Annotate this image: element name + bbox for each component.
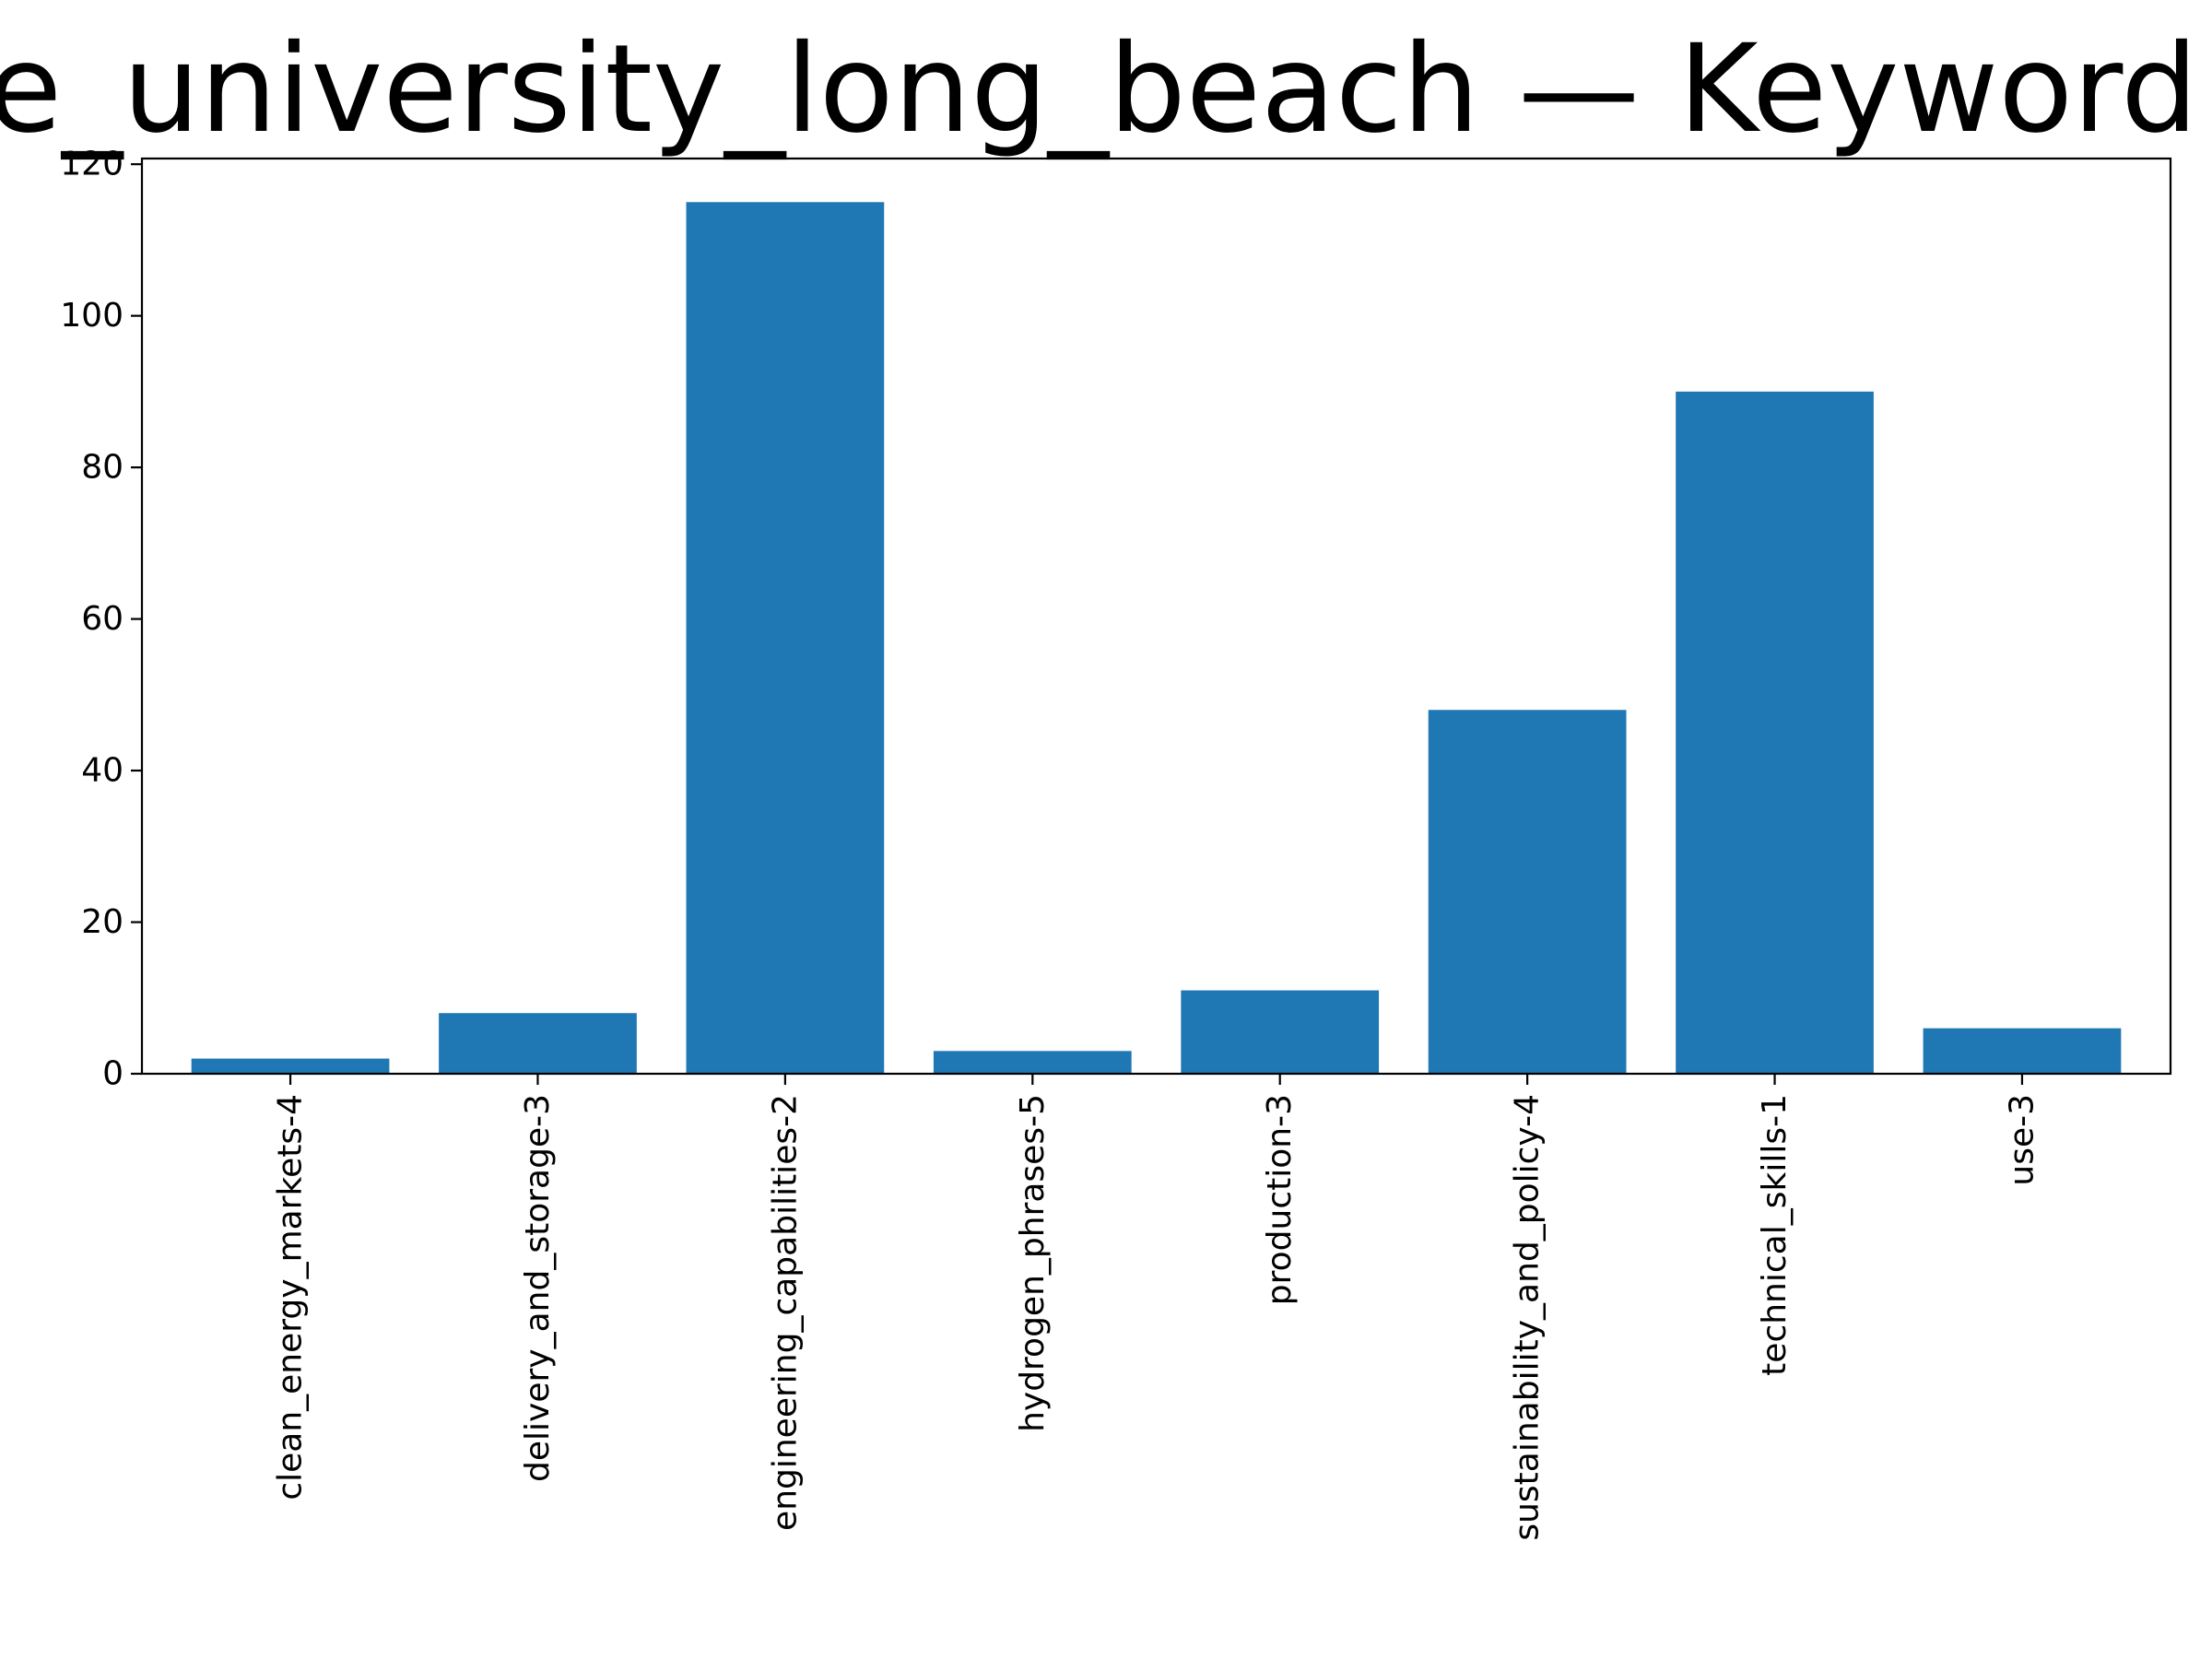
x-tick-label-engineering_capabilities-2: engineering_capabilities-2 (766, 1094, 804, 1531)
x-tick-label-technical_skills-1: technical_skills-1 (1756, 1094, 1794, 1376)
bar-clean_energy_markets-4 (191, 1058, 390, 1074)
bar-hydrogen_phrases-5 (933, 1051, 1132, 1074)
bar-use-3 (1923, 1028, 2122, 1074)
y-tick-label-60: 60 (81, 600, 124, 638)
y-tick-label-20: 20 (81, 903, 124, 941)
y-tick-label-100: 100 (60, 297, 124, 335)
plot-frame (140, 157, 2172, 1076)
bar-sustainability_and_policy-4 (1428, 710, 1627, 1074)
chart-title: e_university_long_beach — Keyword G (0, 18, 2212, 160)
y-tick-label-80: 80 (81, 449, 124, 487)
bar-delivery_and_storage-3 (439, 1013, 637, 1074)
x-tick-label-sustainability_and_policy-4: sustainability_and_policy-4 (1509, 1094, 1547, 1541)
y-tick-label-0: 0 (102, 1055, 124, 1093)
bars-group (191, 202, 2122, 1075)
x-tick-label-delivery_and_storage-3: delivery_and_storage-3 (519, 1094, 557, 1482)
x-axis: clean_energy_markets-4 delivery_and_stora… (272, 1074, 2041, 1541)
y-tick-label-40: 40 (81, 752, 124, 790)
x-tick-label-clean_energy_markets-4: clean_energy_markets-4 (272, 1094, 310, 1500)
bar-production-3 (1181, 990, 1380, 1074)
y-axis: 0 20 40 60 80 100 120 (60, 146, 142, 1093)
bar-engineering_capabilities-2 (686, 202, 885, 1075)
x-tick-label-hydrogen_phrases-5: hydrogen_phrases-5 (1014, 1094, 1052, 1432)
x-tick-label-production-3: production-3 (1261, 1094, 1299, 1305)
y-tick-label-120: 120 (60, 146, 124, 183)
bar-technical_skills-1 (1676, 391, 1874, 1075)
x-tick-label-use-3: use-3 (2003, 1094, 2041, 1186)
